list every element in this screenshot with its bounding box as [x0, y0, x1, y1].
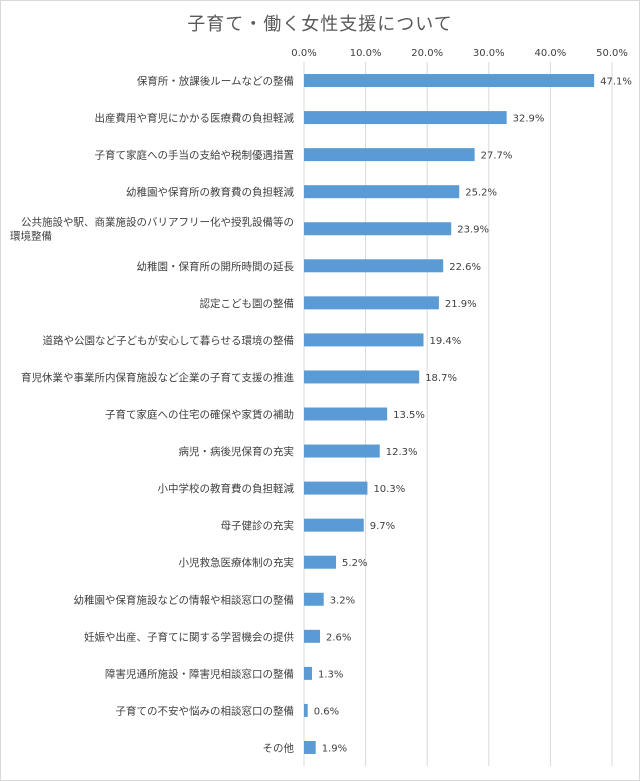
data-label: 1.3% — [318, 669, 343, 680]
bar — [304, 629, 321, 643]
category-label: 認定こども園の整備 — [200, 297, 295, 310]
data-label: 10.3% — [373, 484, 405, 495]
category-label: 病児・病後児保育の充実 — [179, 445, 295, 458]
category-label: 妊娠や出産、子育てに関する学習機会の提供 — [84, 630, 294, 643]
bar — [304, 148, 475, 162]
bar — [304, 74, 595, 88]
bar — [304, 370, 420, 384]
bar — [304, 185, 460, 199]
bar — [304, 518, 364, 532]
data-label: 13.5% — [393, 410, 425, 421]
category-label: 障害児通所施設・障害児相談窓口の整備 — [105, 667, 294, 680]
category-label: 幼稚園や保育所の教育費の負担軽減 — [126, 186, 294, 199]
bar — [304, 555, 337, 569]
data-label: 32.9% — [513, 114, 545, 125]
data-label: 2.6% — [326, 632, 351, 643]
data-label: 18.7% — [425, 373, 457, 384]
bar — [304, 222, 452, 236]
bar — [304, 666, 313, 680]
category-label: その他 — [263, 741, 295, 754]
category-label: 小中学校の教育費の負担軽減 — [158, 482, 295, 495]
x-tick-label: 10.0% — [350, 48, 382, 59]
bar — [304, 333, 424, 347]
data-label: 23.9% — [457, 225, 489, 236]
data-label: 5.2% — [342, 558, 367, 569]
bar — [304, 407, 388, 421]
category-label: 子育て家庭への住宅の確保や家賃の補助 — [105, 408, 294, 421]
data-label: 3.2% — [330, 595, 355, 606]
data-label: 19.4% — [430, 336, 462, 347]
data-label: 9.7% — [370, 521, 395, 532]
category-label: 幼稚園・保育所の開所時間の延長 — [137, 260, 295, 273]
bar — [304, 444, 380, 458]
x-tick-label: 40.0% — [535, 48, 567, 59]
category-label: 道路や公園など子どもが安心して暮らせる環境の整備 — [43, 334, 294, 347]
category-label: 幼稚園や保育施設などの情報や相談窓口の整備 — [74, 593, 295, 606]
x-tick-label: 30.0% — [473, 48, 505, 59]
category-label: 小児救急医療体制の充実 — [179, 556, 295, 569]
category-label: 育児休業や事業所内保育施設など企業の子育て支援の推進 — [21, 371, 294, 384]
data-label: 21.9% — [445, 299, 477, 310]
bar — [304, 481, 368, 495]
x-tick-label: 50.0% — [596, 48, 628, 59]
bar — [304, 111, 507, 125]
category-label: 環境整備 — [10, 230, 52, 243]
bar — [304, 259, 444, 273]
category-label: 出産費用や育児にかかる医療費の負担軽減 — [95, 112, 295, 125]
category-label: 子育て家庭への手当の支給や税制優遇措置 — [95, 149, 295, 162]
data-label: 12.3% — [386, 447, 418, 458]
data-label: 1.9% — [322, 743, 347, 754]
bar — [304, 740, 316, 754]
data-label: 27.7% — [481, 151, 513, 162]
category-label: 母子健診の充実 — [221, 519, 295, 532]
data-label: 47.1% — [600, 77, 632, 88]
category-label: 公共施設や駅、商業施設のバリアフリー化や授乳設備等の — [21, 216, 294, 229]
data-label: 25.2% — [465, 188, 497, 199]
data-label: 22.6% — [449, 262, 481, 273]
data-label: 0.6% — [314, 706, 339, 717]
x-tick-label: 20.0% — [411, 48, 443, 59]
category-label: 子育ての不安や悩みの相談窓口の整備 — [116, 704, 295, 717]
bar — [304, 703, 308, 717]
x-tick-label: 0.0% — [291, 48, 316, 59]
chart-title: 子育て・働く女性支援について — [187, 14, 453, 35]
bar — [304, 592, 324, 606]
category-label: 保育所・放課後ルームなどの整備 — [137, 75, 294, 88]
bar — [304, 296, 439, 310]
